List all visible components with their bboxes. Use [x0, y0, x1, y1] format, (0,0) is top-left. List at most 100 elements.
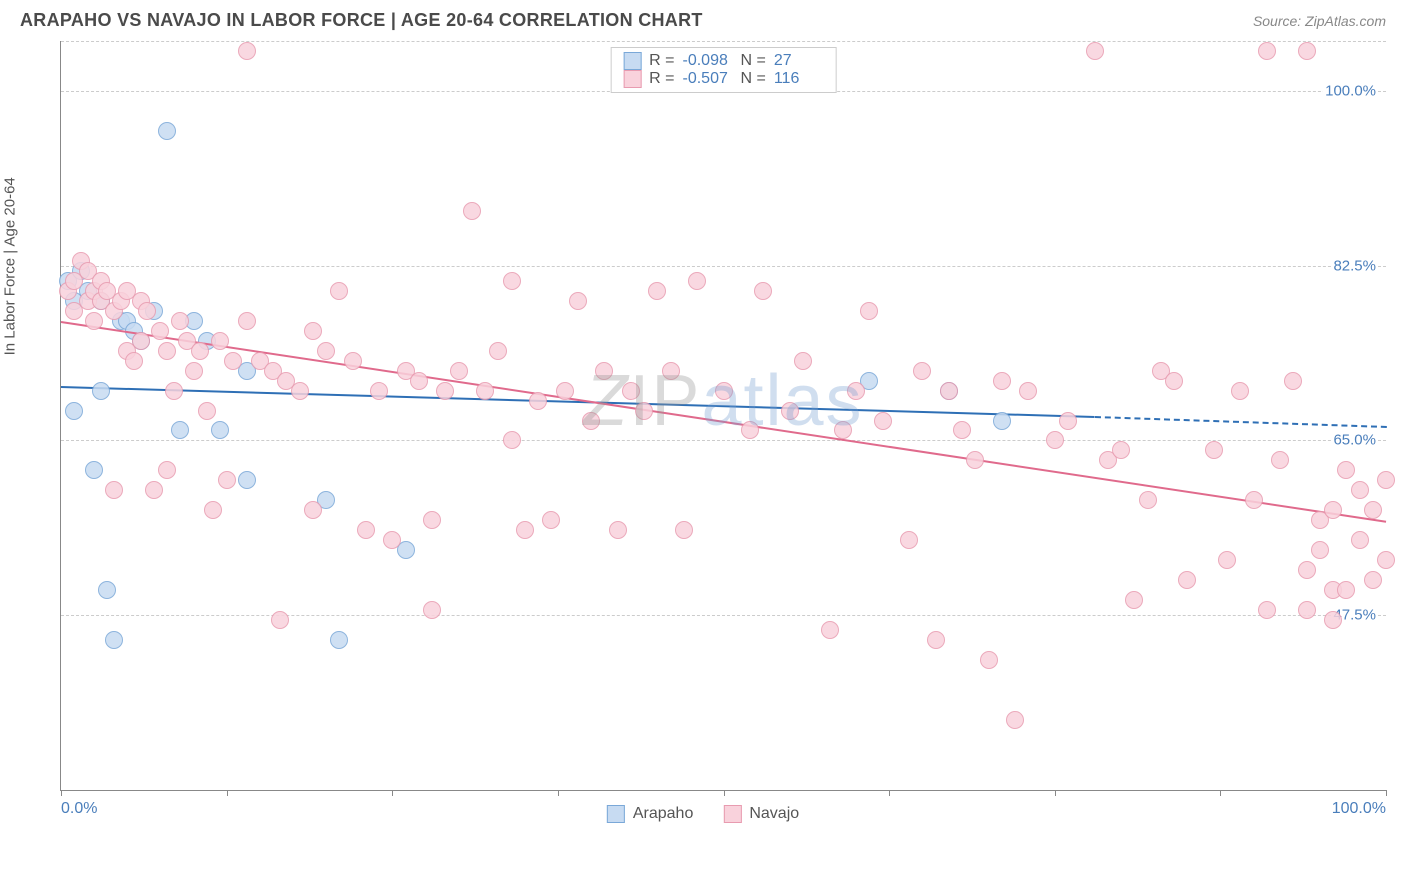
legend-item: Arapaho: [607, 805, 694, 823]
data-point: [940, 382, 958, 400]
data-point: [171, 421, 189, 439]
data-point: [715, 382, 733, 400]
x-tick: [558, 790, 559, 796]
data-point: [238, 42, 256, 60]
data-point: [1086, 42, 1104, 60]
data-point: [662, 362, 680, 380]
data-point: [85, 461, 103, 479]
data-point: [132, 332, 150, 350]
data-point: [556, 382, 574, 400]
data-point: [1364, 571, 1382, 589]
data-point: [138, 302, 156, 320]
data-point: [65, 402, 83, 420]
data-point: [291, 382, 309, 400]
data-point: [1125, 591, 1143, 609]
scatter-plot: ZIPatlas R = -0.098N = 27R = -0.507N = 1…: [60, 41, 1386, 791]
data-point: [1258, 42, 1276, 60]
data-point: [145, 481, 163, 499]
data-point: [900, 531, 918, 549]
data-point: [1178, 571, 1196, 589]
data-point: [304, 322, 322, 340]
gridline: [61, 615, 1386, 616]
y-tick-label: 100.0%: [1323, 82, 1378, 99]
data-point: [1046, 431, 1064, 449]
data-point: [218, 471, 236, 489]
data-point: [158, 461, 176, 479]
stats-row: R = -0.507N = 116: [623, 70, 824, 88]
legend-item: Navajo: [723, 805, 799, 823]
x-tick: [227, 790, 228, 796]
x-tick: [1220, 790, 1221, 796]
data-point: [1165, 372, 1183, 390]
data-point: [860, 302, 878, 320]
data-point: [1271, 451, 1289, 469]
data-point: [125, 352, 143, 370]
bottom-legend: Arapaho Navajo: [607, 805, 799, 823]
data-point: [1364, 501, 1382, 519]
trend-line: [1094, 416, 1386, 428]
data-point: [489, 342, 507, 360]
x-tick: [1055, 790, 1056, 796]
data-point: [370, 382, 388, 400]
data-point: [105, 481, 123, 499]
data-point: [383, 531, 401, 549]
data-point: [211, 421, 229, 439]
data-point: [781, 402, 799, 420]
data-point: [105, 631, 123, 649]
watermark: ZIPatlas: [583, 360, 863, 442]
data-point: [966, 451, 984, 469]
stats-row: R = -0.098N = 27: [623, 52, 824, 70]
data-point: [1298, 561, 1316, 579]
data-point: [821, 621, 839, 639]
x-tick: [889, 790, 890, 796]
data-point: [503, 431, 521, 449]
data-point: [953, 421, 971, 439]
data-point: [1112, 441, 1130, 459]
data-point: [1284, 372, 1302, 390]
data-point: [158, 122, 176, 140]
x-tick: [1386, 790, 1387, 796]
data-point: [98, 581, 116, 599]
x-tick: [724, 790, 725, 796]
data-point: [1231, 382, 1249, 400]
data-point: [741, 421, 759, 439]
data-point: [330, 631, 348, 649]
data-point: [271, 611, 289, 629]
data-point: [1139, 491, 1157, 509]
data-point: [1006, 711, 1024, 729]
data-point: [794, 352, 812, 370]
data-point: [688, 272, 706, 290]
data-point: [357, 521, 375, 539]
data-point: [595, 362, 613, 380]
data-point: [1059, 412, 1077, 430]
data-point: [450, 362, 468, 380]
source-label: Source: ZipAtlas.com: [1253, 13, 1386, 29]
data-point: [582, 412, 600, 430]
data-point: [1377, 551, 1395, 569]
stats-legend-box: R = -0.098N = 27R = -0.507N = 116: [610, 47, 837, 93]
x-axis-min-label: 0.0%: [61, 800, 97, 818]
data-point: [85, 312, 103, 330]
data-point: [927, 631, 945, 649]
data-point: [436, 382, 454, 400]
y-tick-label: 82.5%: [1331, 257, 1378, 274]
data-point: [158, 342, 176, 360]
data-point: [1245, 491, 1263, 509]
data-point: [503, 272, 521, 290]
data-point: [542, 511, 560, 529]
legend-swatch: [723, 805, 741, 823]
data-point: [754, 282, 772, 300]
data-point: [980, 651, 998, 669]
x-tick: [392, 790, 393, 796]
chart-container: In Labor Force | Age 20-64 ZIPatlas R = …: [20, 41, 1386, 831]
data-point: [191, 342, 209, 360]
data-point: [993, 412, 1011, 430]
data-point: [1337, 581, 1355, 599]
data-point: [410, 372, 428, 390]
x-axis-max-label: 100.0%: [1332, 800, 1386, 818]
data-point: [648, 282, 666, 300]
gridline: [61, 440, 1386, 441]
data-point: [151, 322, 169, 340]
data-point: [834, 421, 852, 439]
data-point: [1298, 42, 1316, 60]
